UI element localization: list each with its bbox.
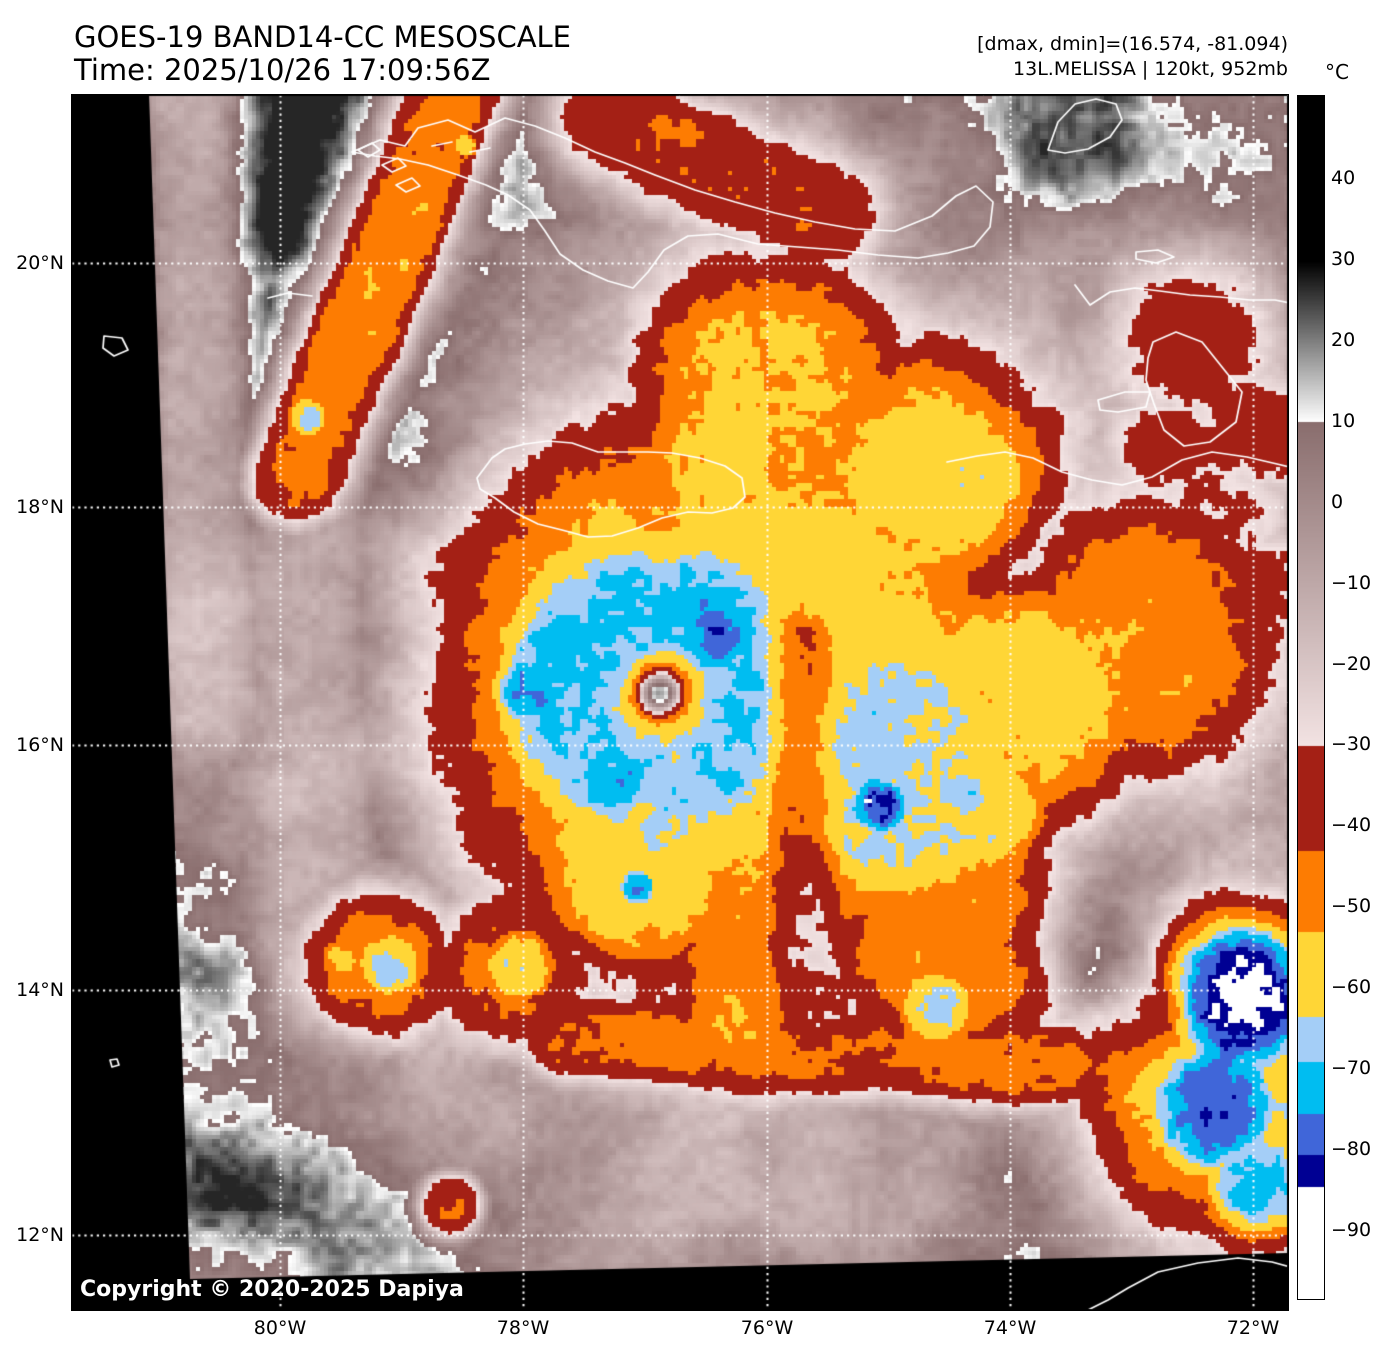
lat-tick-label: 20°N (16, 252, 64, 274)
figure-title: GOES-19 BAND14-CC MESOSCALE (74, 20, 572, 54)
colorbar-tick-label: −20 (1331, 652, 1372, 675)
lon-tick-label: 76°W (740, 1317, 794, 1339)
colorbar-canvas (1297, 95, 1325, 1300)
lon-tick-label: 74°W (983, 1317, 1037, 1339)
annotation-storm-info: 13L.MELISSA | 120kt, 952mb (1013, 58, 1288, 80)
copyright-watermark: Copyright © 2020-2025 Dapiya (80, 1277, 464, 1302)
colorbar-tick-label: 0 (1331, 490, 1344, 513)
colorbar-tick-label: −60 (1331, 976, 1372, 999)
lon-tick-label: 80°W (253, 1317, 307, 1339)
colorbar-tick-label: −30 (1331, 733, 1372, 756)
colorbar-tick-label: 30 (1331, 247, 1356, 270)
colorbar-tick-label: −10 (1331, 571, 1372, 594)
colorbar-tick-label: 40 (1331, 167, 1356, 189)
lat-tick-label: 12°N (16, 1224, 64, 1246)
colorbar-tick-label: −70 (1331, 1057, 1372, 1080)
colorbar-unit-label: °C (1325, 60, 1349, 84)
lat-tick-label: 14°N (16, 979, 64, 1001)
lon-tick-label: 78°W (496, 1317, 550, 1339)
lat-tick-label: 16°N (16, 734, 64, 756)
colorbar-tick-label: −50 (1331, 895, 1372, 918)
colorbar-tick-label: −40 (1331, 814, 1372, 837)
colorbar-tick-label: −90 (1331, 1218, 1372, 1241)
annotation-dmax-dmin: [dmax, dmin]=(16.574, -81.094) (977, 33, 1288, 55)
satellite-imagery-canvas (72, 95, 1288, 1310)
colorbar-tick-label: 10 (1331, 409, 1356, 432)
colorbar-tick-label: −80 (1331, 1138, 1372, 1161)
colorbar-tick-label: 20 (1331, 328, 1356, 351)
lat-tick-label: 18°N (16, 496, 64, 518)
figure-timestamp: Time: 2025/10/26 17:09:56Z (74, 53, 491, 87)
lon-tick-label: 72°W (1226, 1317, 1280, 1339)
satellite-map: Copyright © 2020-2025 Dapiya (71, 94, 1289, 1311)
